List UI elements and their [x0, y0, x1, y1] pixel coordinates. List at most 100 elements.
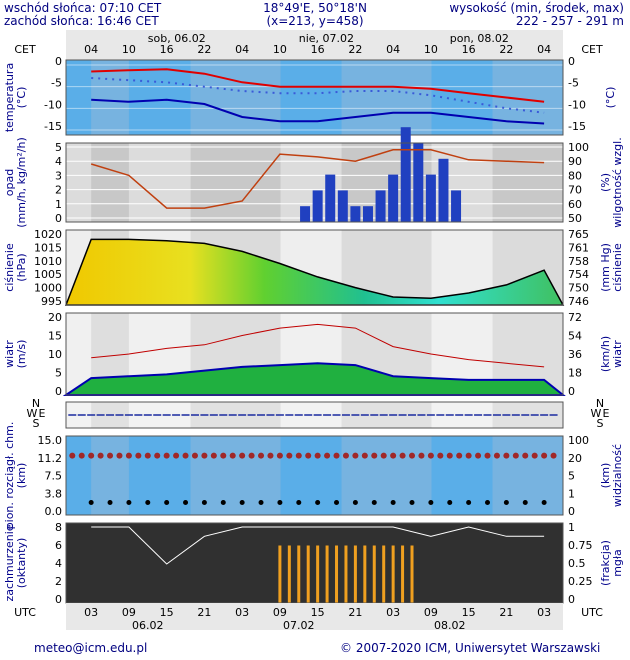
fog-right-tick: 0.5 — [568, 557, 586, 570]
wind-right-tick: 72 — [568, 311, 582, 324]
visibility-dot — [531, 452, 538, 459]
pressure-axis-label: ciśnienie(hPa) — [3, 243, 28, 292]
cloud-base-dot — [107, 499, 113, 505]
time-axis-bottom — [66, 603, 563, 630]
cloud-left-tick: 8 — [55, 521, 62, 534]
precip-left-tick: 4 — [55, 155, 62, 168]
visibility-dot — [456, 452, 463, 459]
fog-bar — [410, 545, 414, 603]
cloud-base-dot — [277, 499, 283, 505]
visibility-dot — [154, 452, 161, 459]
visibility-dot — [409, 452, 416, 459]
fog-bar — [335, 545, 339, 603]
time-axis-top — [66, 30, 563, 60]
visibility-dot — [305, 452, 312, 459]
top-hour-label: 16 — [311, 43, 325, 56]
fog-bar — [278, 545, 282, 603]
compass-right: S — [597, 417, 604, 430]
bottom-timezone-right: UTC — [581, 606, 603, 619]
visibility-dot — [475, 452, 482, 459]
panel-background — [66, 60, 563, 135]
wind-left-tick: 5 — [55, 367, 62, 380]
visibility-dot — [550, 452, 557, 459]
visibility-dot — [503, 452, 510, 459]
visibility-dot — [390, 452, 397, 459]
night-band — [190, 143, 281, 222]
bottom-hour-label: 09 — [424, 606, 438, 619]
visibility-dot — [522, 452, 529, 459]
pressure-mmhg-label: (mm Hg)ciśnienie — [599, 243, 624, 292]
cloud-base-dot — [409, 499, 415, 505]
top-timezone-right: CET — [581, 43, 603, 56]
bottom-hour-label: 15 — [462, 606, 476, 619]
visibility-dot — [371, 452, 378, 459]
visibility-dot — [295, 452, 302, 459]
precip-bar — [300, 206, 311, 222]
wind-right-tick: 0 — [568, 385, 575, 398]
cloud-base-dot — [352, 499, 358, 505]
pressure-right-tick: 765 — [568, 228, 589, 241]
copyright-text: © 2007-2020 ICM, Uniwersytet Warszawski — [340, 641, 601, 655]
contact-email[interactable]: meteo@icm.edu.pl — [34, 641, 148, 655]
cloud-base-dot — [258, 499, 264, 505]
visibility-dot — [324, 452, 331, 459]
visibility-dot — [229, 452, 236, 459]
visibility-dot — [427, 452, 434, 459]
visibility-dot — [484, 452, 491, 459]
top-hour-label: 04 — [537, 43, 551, 56]
temperature-right-tick: -10 — [568, 98, 586, 111]
cloud-base-dot — [183, 499, 189, 505]
fog-right-tick: 0.25 — [568, 575, 593, 588]
bottom-hour-label: 15 — [160, 606, 174, 619]
visibility-dot — [276, 452, 283, 459]
visibility-dot — [88, 452, 95, 459]
top-hour-label: 22 — [197, 43, 211, 56]
bottom-day-label: 06.02 — [132, 619, 164, 630]
top-hour-label: 16 — [462, 43, 476, 56]
panel-frame — [65, 59, 564, 136]
wind-mean-area — [62, 362, 566, 396]
sunrise-text: wschód słońca: 07:10 CET — [4, 1, 162, 15]
top-hour-label: 16 — [160, 43, 174, 56]
fog-right-tick: 1 — [568, 521, 575, 534]
precip-bar — [312, 190, 323, 222]
cloud-left-tick: 2 — [55, 575, 62, 588]
visibility-dot — [69, 452, 76, 459]
bottom-hour-label: 21 — [499, 606, 513, 619]
fog-bar — [316, 545, 320, 603]
panel-frame — [65, 142, 564, 223]
visibility-dot — [465, 452, 472, 459]
temperature-left-tick: 0 — [55, 55, 62, 68]
pressure-left-tick: 1005 — [34, 268, 62, 281]
humidity-line — [90, 149, 545, 209]
humidity-right-tick: 100 — [568, 141, 589, 154]
precip-left-tick: 1 — [55, 198, 62, 211]
pressure-left-tick: 1010 — [34, 255, 62, 268]
visibility-dot — [182, 452, 189, 459]
temperature-left-tick: -5 — [51, 77, 62, 90]
night-band — [492, 436, 563, 515]
humidity-axis-label: (%)wilgotność wzgl. — [599, 137, 624, 227]
precip-bar — [400, 127, 411, 222]
panel-frame — [65, 435, 564, 516]
humidity-right-tick: 90 — [568, 155, 582, 168]
compass-left: W — [27, 407, 38, 420]
night-band — [190, 60, 281, 135]
compass-right: W — [591, 407, 602, 420]
visibility-right-tick: 100 — [568, 434, 589, 447]
precip-left-tick: 0 — [55, 212, 62, 225]
temperature-left-tick: -15 — [44, 120, 62, 133]
fog-bar — [306, 545, 310, 603]
wind-kmh-label: (km/h)wiatr — [599, 336, 624, 372]
fog-bar — [287, 545, 291, 603]
visibility-left-tick: 11.2 — [38, 452, 63, 465]
visibility-dot — [163, 452, 170, 459]
cloud-panel-background — [66, 523, 563, 603]
coords-text: 18°49'E, 50°18'N — [263, 1, 367, 15]
fog-bar — [372, 545, 376, 603]
elevation-values: 222 - 257 - 291 m — [515, 14, 624, 28]
bottom-hour-label: 03 — [386, 606, 400, 619]
precip-bar — [325, 174, 336, 222]
precip-bar — [451, 190, 462, 222]
top-hour-label: 10 — [273, 43, 287, 56]
